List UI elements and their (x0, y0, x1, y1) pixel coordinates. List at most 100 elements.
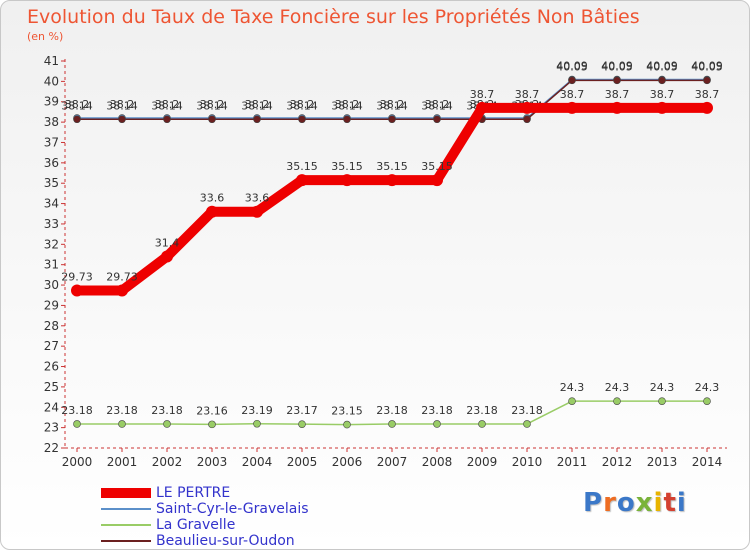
legend: LE PERTRE Saint-Cyr-le-Gravelais La Grav… (101, 485, 381, 549)
data-label-la-gravelle: 23.18 (61, 404, 93, 417)
y-axis-unit: (en %) (27, 30, 64, 43)
data-label-beaulieu-sur-oudon: 38.14 (331, 99, 363, 112)
data-label-la-gravelle: 23.18 (376, 404, 408, 417)
y-tick-label: 39 (44, 95, 59, 109)
data-label-la-gravelle: 24.3 (650, 381, 675, 394)
y-tick-label: 22 (44, 441, 59, 455)
legend-item-le-pertre: LE PERTRE (101, 485, 381, 501)
x-tick-label: 2006 (332, 455, 363, 469)
y-tick-label: 25 (44, 380, 59, 394)
y-tick-label: 36 (44, 156, 59, 170)
x-tick-label: 2011 (557, 455, 588, 469)
y-tick-label: 27 (44, 339, 59, 353)
x-tick-label: 2000 (62, 455, 93, 469)
data-label-la-gravelle: 23.18 (466, 404, 498, 417)
data-label-saint-cyr-le-gravelais: 38.2 (200, 98, 225, 111)
data-label-beaulieu-sur-oudon: 40.05 (691, 60, 723, 73)
data-label-le-pertre: 38.7 (560, 88, 585, 101)
y-tick-label: 29 (44, 298, 59, 312)
data-label-le-pertre: 29.73 (61, 271, 93, 284)
y-tick-label: 35 (44, 176, 59, 190)
x-tick-label: 2001 (107, 455, 138, 469)
data-label-le-pertre: 35.15 (376, 160, 408, 173)
data-point-beaulieu-sur-oudon (703, 76, 711, 85)
data-point-la-gravelle (118, 420, 126, 428)
data-label-saint-cyr-le-gravelais: 40.09 (691, 60, 723, 73)
chart-title: Evolution du Taux de Taxe Foncière sur l… (27, 6, 640, 28)
data-label-beaulieu-sur-oudon: 38.14 (61, 99, 93, 112)
data-label-la-gravelle: 24.3 (605, 381, 630, 394)
x-tick-label: 2003 (197, 455, 228, 469)
data-point-le-pertre (566, 101, 578, 114)
data-point-beaulieu-sur-oudon (118, 115, 126, 124)
data-point-beaulieu-sur-oudon (253, 115, 261, 124)
data-label-saint-cyr-le-gravelais: 38.2 (155, 98, 180, 111)
y-tick-label: 31 (44, 258, 59, 272)
x-tick-label: 2013 (647, 455, 678, 469)
legend-swatch (101, 524, 151, 526)
data-point-beaulieu-sur-oudon (208, 115, 216, 124)
x-tick-label: 2012 (602, 455, 633, 469)
data-label-le-pertre: 35.15 (331, 160, 363, 173)
x-tick-label: 2007 (377, 455, 408, 469)
y-tick-label: 37 (44, 135, 59, 149)
y-tick-label: 26 (44, 360, 59, 374)
x-tick-label: 2005 (287, 455, 318, 469)
data-label-beaulieu-sur-oudon: 38.14 (196, 99, 228, 112)
legend-swatch (101, 488, 151, 498)
data-label-beaulieu-sur-oudon: 38.14 (241, 99, 273, 112)
data-label-la-gravelle: 23.18 (511, 404, 543, 417)
data-label-saint-cyr-le-gravelais: 38.2 (425, 98, 450, 111)
data-point-le-pertre (656, 101, 668, 114)
legend-item-la-gravelle: La Gravelle (101, 517, 381, 533)
y-tick-label: 34 (44, 197, 59, 211)
y-tick-label: 23 (44, 421, 59, 435)
legend-swatch (101, 540, 151, 542)
data-label-le-pertre: 38.7 (695, 88, 720, 101)
x-tick-label: 2010 (512, 455, 543, 469)
y-tick-label: 32 (44, 237, 59, 251)
data-label-le-pertre: 29.73 (106, 271, 138, 284)
x-tick-label: 2002 (152, 455, 183, 469)
data-label-la-gravelle: 23.18 (106, 404, 138, 417)
data-point-le-pertre (71, 284, 83, 297)
data-label-la-gravelle: 23.19 (241, 404, 273, 417)
data-label-le-pertre: 38.7 (470, 88, 495, 101)
data-point-le-pertre (161, 250, 173, 263)
data-point-le-pertre (476, 101, 488, 114)
series-line-le-pertre (72, 102, 712, 296)
data-point-le-pertre (386, 174, 398, 187)
proxiti-logo: Proxiti (583, 488, 687, 518)
data-label-beaulieu-sur-oudon: 40.05 (556, 60, 588, 73)
data-label-saint-cyr-le-gravelais: 40.09 (601, 60, 633, 73)
data-point-la-gravelle (703, 397, 711, 405)
data-point-le-pertre (611, 101, 623, 114)
data-point-la-gravelle (658, 397, 666, 405)
data-point-la-gravelle (253, 419, 261, 428)
legend-label: La Gravelle (156, 517, 236, 533)
y-tick-label: 28 (44, 319, 59, 333)
data-label-saint-cyr-le-gravelais: 38.2 (335, 98, 360, 111)
data-label-le-pertre: 38.7 (515, 88, 540, 101)
data-label-la-gravelle: 23.18 (151, 404, 183, 417)
data-label-beaulieu-sur-oudon: 38.14 (106, 99, 138, 112)
data-point-la-gravelle (208, 420, 216, 429)
data-point-beaulieu-sur-oudon (388, 115, 396, 124)
y-tick-label: 30 (44, 278, 59, 292)
data-point-le-pertre (701, 101, 713, 114)
data-label-la-gravelle: 23.16 (196, 404, 228, 417)
data-point-la-gravelle (298, 420, 306, 428)
data-label-le-pertre: 33.6 (245, 192, 270, 205)
data-point-la-gravelle (523, 420, 531, 428)
data-label-le-pertre: 38.7 (650, 88, 675, 101)
legend-swatch (101, 508, 151, 510)
data-point-le-pertre (521, 101, 533, 114)
data-point-le-pertre (341, 174, 353, 187)
data-label-la-gravelle: 24.3 (560, 381, 585, 394)
data-point-beaulieu-sur-oudon (298, 115, 306, 124)
data-point-le-pertre (296, 174, 308, 187)
data-label-beaulieu-sur-oudon: 40.05 (646, 60, 678, 73)
data-label-beaulieu-sur-oudon: 38.14 (151, 99, 183, 112)
